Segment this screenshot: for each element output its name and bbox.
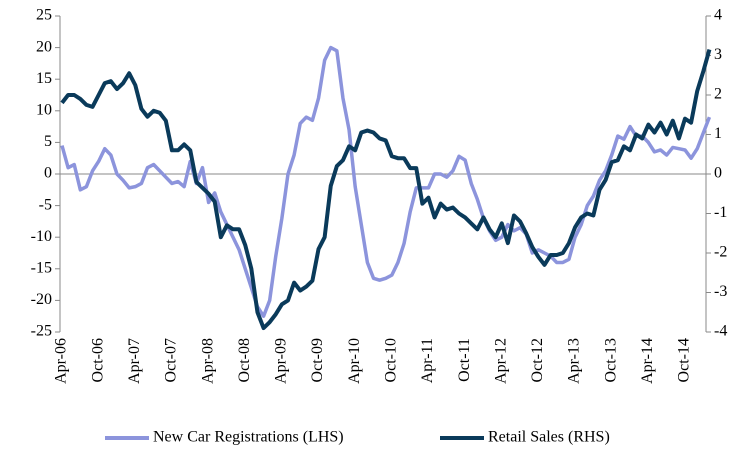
y-tick-label: -10 — [31, 228, 52, 245]
x-tick-label: Oct-08 — [236, 338, 253, 382]
x-tick-label: Apr-12 — [492, 338, 509, 384]
y2-tick-label: 4 — [714, 7, 722, 24]
y-tick-label: -20 — [31, 291, 52, 308]
y-tick-label: 20 — [36, 38, 52, 55]
y2-tick-label: -3 — [714, 283, 727, 300]
y2-tick-label: -2 — [714, 244, 727, 261]
legend-label: New Car Registrations (LHS) — [153, 429, 344, 446]
y2-tick-label: 2 — [714, 86, 722, 103]
x-tick-label: Apr-07 — [126, 338, 143, 384]
y2-tick-label: 1 — [714, 125, 722, 142]
y2-tick-label: 0 — [714, 165, 722, 182]
y-tick-label: 0 — [44, 165, 52, 182]
x-tick-label: Apr-14 — [639, 338, 656, 384]
x-tick-label: Oct-09 — [309, 338, 326, 382]
x-tick-label: Oct-10 — [382, 338, 399, 382]
x-tick-label: Apr-09 — [273, 338, 290, 384]
x-tick-label: Apr-08 — [199, 338, 216, 384]
x-tick-label: Apr-11 — [419, 338, 436, 383]
y2-tick-label: -1 — [714, 204, 727, 221]
x-tick-label: Oct-12 — [529, 338, 546, 382]
x-tick-label: Oct-11 — [456, 338, 473, 382]
y-tick-label: 25 — [36, 7, 52, 24]
x-tick-label: Oct-06 — [89, 338, 106, 382]
x-tick-label: Apr-13 — [566, 338, 583, 384]
y2-tick-label: -4 — [714, 323, 727, 340]
y-tick-label: -15 — [31, 259, 52, 276]
y-tick-label: -25 — [31, 323, 52, 340]
y-tick-label: 15 — [36, 70, 52, 87]
series-line — [60, 49, 712, 331]
y-tick-label: -5 — [39, 196, 52, 213]
y-tick-label: 5 — [44, 133, 52, 150]
legend-label: Retail Sales (RHS) — [488, 429, 610, 446]
y-tick-label: 10 — [36, 101, 52, 118]
x-tick-label: Apr-10 — [346, 338, 363, 384]
series-line — [60, 45, 712, 318]
x-tick-label: Apr-06 — [53, 338, 70, 384]
x-tick-label: Oct-07 — [163, 338, 180, 382]
x-tick-label: Oct-14 — [676, 338, 693, 382]
x-tick-label: Oct-13 — [602, 338, 619, 382]
y2-tick-label: 3 — [714, 46, 722, 63]
